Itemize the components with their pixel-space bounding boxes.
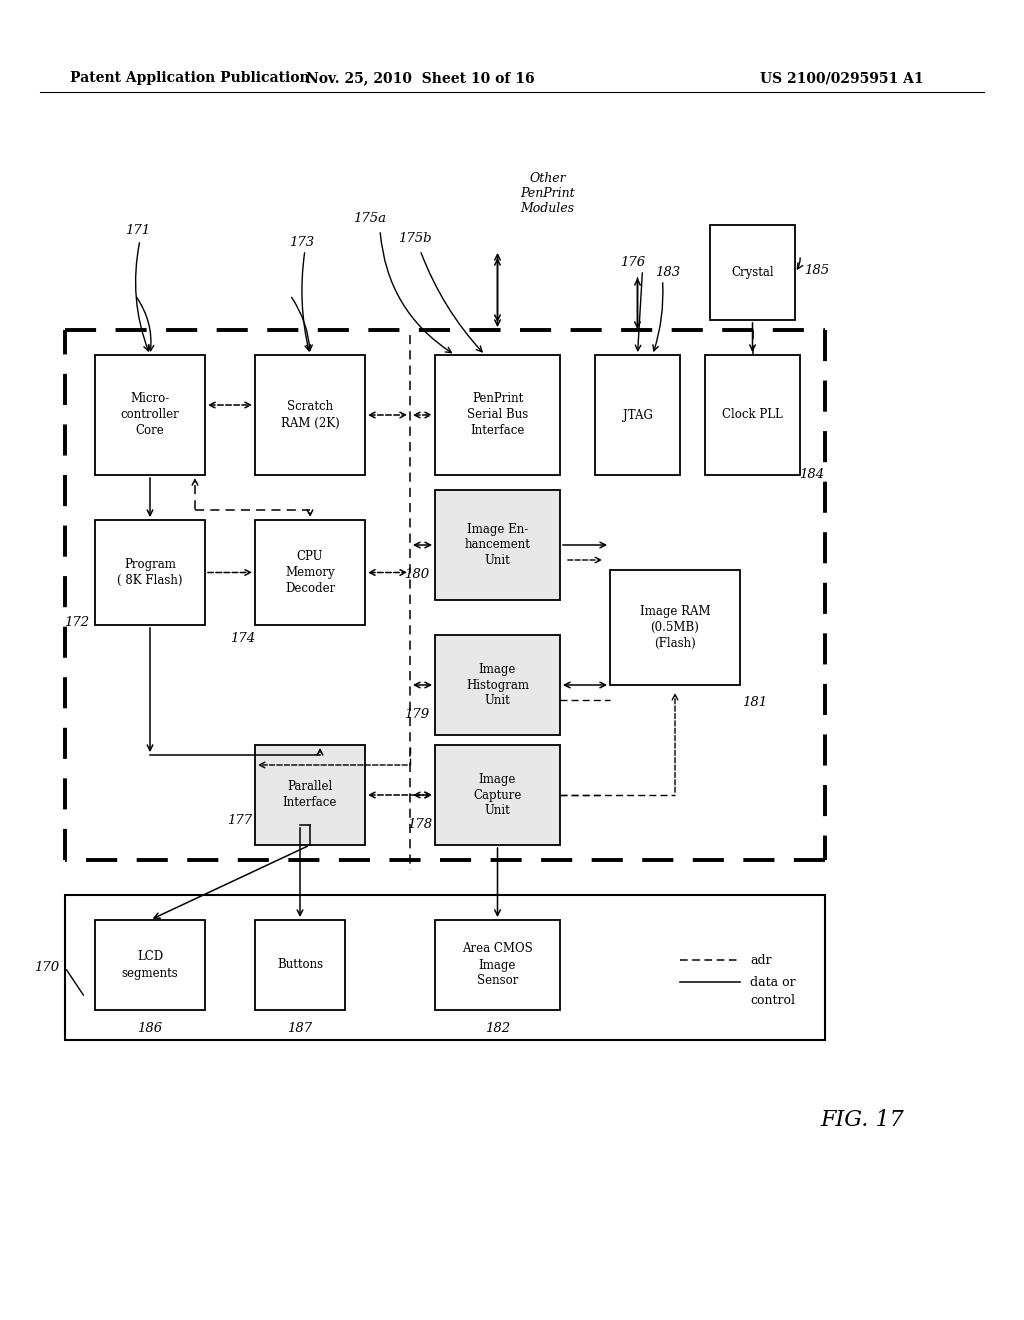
Bar [435,635,560,735]
Bar [610,570,740,685]
Text: FIG. 17: FIG. 17 [820,1109,904,1131]
Text: 170: 170 [35,961,59,974]
Bar [95,520,205,624]
Text: adr: adr [750,953,772,966]
Text: control: control [750,994,795,1006]
Bar [435,490,560,601]
Text: Image
Capture
Unit: Image Capture Unit [473,772,521,817]
Bar [255,355,365,475]
Bar [95,355,205,475]
Text: 180: 180 [404,569,429,582]
Text: 187: 187 [288,1022,312,1035]
Text: 175a: 175a [353,211,386,224]
Text: 172: 172 [65,616,89,630]
Bar [435,355,560,475]
Text: US 2100/0295951 A1: US 2100/0295951 A1 [760,71,924,84]
Bar [595,355,680,475]
Text: data or: data or [750,975,796,989]
Text: 171: 171 [125,223,151,236]
Text: Buttons: Buttons [276,958,323,972]
Text: 176: 176 [620,256,645,268]
Text: Nov. 25, 2010  Sheet 10 of 16: Nov. 25, 2010 Sheet 10 of 16 [306,71,535,84]
Text: Patent Application Publication: Patent Application Publication [70,71,309,84]
Text: Scratch
RAM (2K): Scratch RAM (2K) [281,400,339,429]
Text: 186: 186 [137,1022,163,1035]
Text: 185: 185 [805,264,829,276]
Text: 175b: 175b [398,231,432,244]
Text: PenPrint
Serial Bus
Interface: PenPrint Serial Bus Interface [467,392,528,437]
Bar [95,920,205,1010]
Bar [705,355,800,475]
Text: Image En-
hancement
Unit: Image En- hancement Unit [465,523,530,568]
Text: CPU
Memory
Decoder: CPU Memory Decoder [285,550,335,595]
Text: Image RAM
(0.5MB)
(Flash): Image RAM (0.5MB) (Flash) [640,605,711,649]
Bar [65,895,825,1040]
Text: Image
Histogram
Unit: Image Histogram Unit [466,663,529,708]
Text: 174: 174 [230,632,256,645]
Text: Area CMOS
Image
Sensor: Area CMOS Image Sensor [462,942,532,987]
Bar [435,920,560,1010]
Text: LCD
segments: LCD segments [122,950,178,979]
Text: 182: 182 [485,1022,510,1035]
Text: Parallel
Interface: Parallel Interface [283,780,337,809]
Bar [255,520,365,624]
Bar [255,744,365,845]
Text: Other
PenPrint
Modules: Other PenPrint Modules [520,172,574,215]
Text: 181: 181 [742,697,768,710]
Text: Program
( 8K Flash): Program ( 8K Flash) [118,558,182,587]
Text: Clock PLL: Clock PLL [722,408,783,421]
Text: 177: 177 [227,813,253,826]
Text: 179: 179 [404,709,429,722]
Text: 173: 173 [290,235,314,248]
Bar [710,224,795,319]
Text: JTAG: JTAG [623,408,652,421]
Text: 183: 183 [655,265,680,279]
Text: Crystal: Crystal [731,267,774,279]
Text: Micro-
controller
Core: Micro- controller Core [121,392,179,437]
Text: 184: 184 [800,469,824,482]
Bar [435,744,560,845]
Text: 178: 178 [408,818,432,832]
Bar [255,920,345,1010]
